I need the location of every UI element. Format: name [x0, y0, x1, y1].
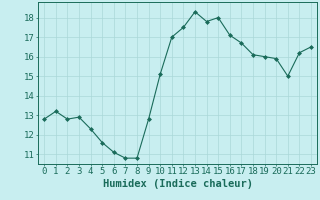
- X-axis label: Humidex (Indice chaleur): Humidex (Indice chaleur): [103, 179, 252, 189]
